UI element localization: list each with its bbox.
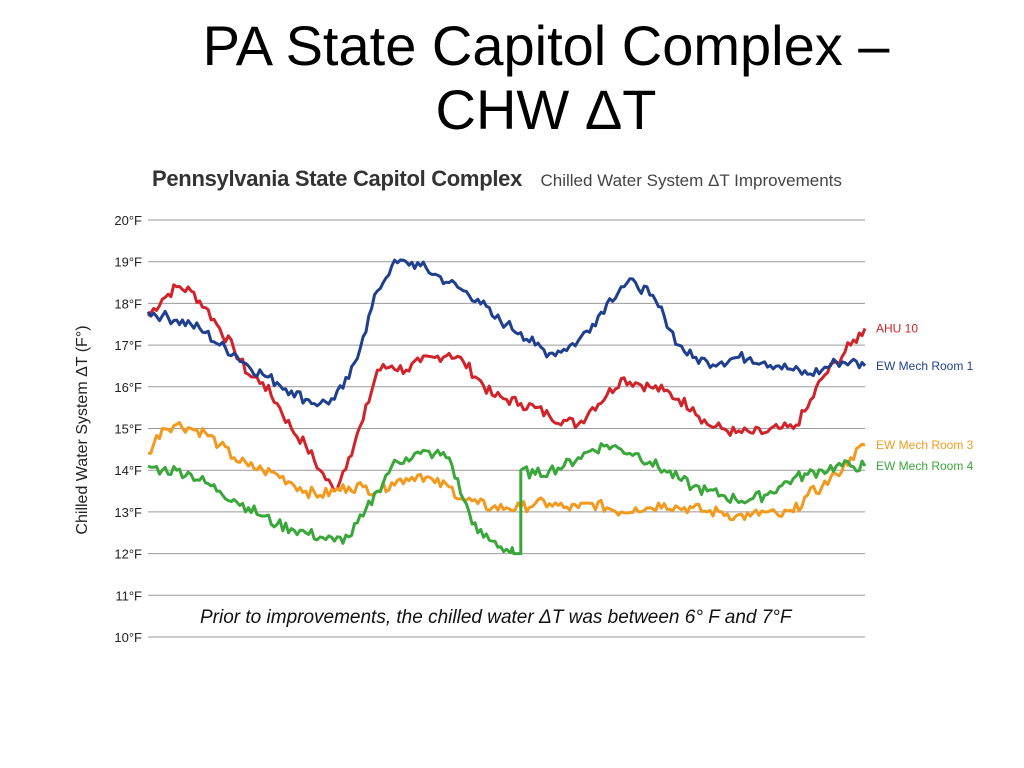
y-tick-label: 10°F — [114, 630, 142, 645]
legend-label-ew-mech-room-4: EW Mech Room 4 — [876, 459, 974, 473]
chart-header: Pennsylvania State Capitol Complex Chill… — [152, 166, 842, 192]
chart-subtitle: Chilled Water System ΔT Improvements — [540, 171, 842, 190]
legend-label-ahu-10: AHU 10 — [876, 321, 918, 335]
chart-series-lines — [146, 258, 867, 556]
series-line-ew-mech-room-1 — [146, 258, 867, 408]
y-tick-label: 11°F — [115, 588, 142, 603]
y-tick-label: 19°F — [114, 255, 142, 270]
y-tick-label: 17°F — [114, 338, 142, 353]
y-tick-label: 15°F — [114, 422, 142, 437]
slide-title-line-2: CHW ΔT — [435, 78, 657, 141]
y-tick-label: 20°F — [114, 213, 142, 228]
y-axis-label: Chilled Water System ΔT (F°) — [74, 325, 91, 534]
y-tick-label: 16°F — [114, 380, 142, 395]
y-axis-ticks: 10°F 11°F 12°F 13°F 14°F 15°F 16°F 17°F 18°F 19°F… — [114, 213, 142, 645]
series-line-ew-mech-room-4 — [147, 442, 867, 556]
chart-annotation: Prior to improvements, the chilled water… — [200, 607, 793, 628]
y-tick-label: 12°F — [114, 547, 142, 562]
y-tick-label: 13°F — [114, 505, 142, 520]
chart-title: Pennsylvania State Capitol Complex — [152, 166, 523, 191]
y-tick-label: 14°F — [114, 463, 142, 478]
slide-title: PA State Capitol Complex – CHW ΔT — [0, 14, 1024, 142]
legend-label-ew-mech-room-1: EW Mech Room 1 — [876, 359, 974, 373]
series-line-ahu-10 — [146, 283, 867, 493]
chart-legend: AHU 10 EW Mech Room 1 EW Mech Room 3 EW Mec… — [876, 321, 974, 473]
legend-label-ew-mech-room-3: EW Mech Room 3 — [876, 438, 974, 452]
y-tick-label: 18°F — [114, 296, 142, 311]
series-line-ew-mech-room-3 — [147, 421, 866, 522]
slide-title-line-1: PA State Capitol Complex – — [202, 14, 890, 77]
